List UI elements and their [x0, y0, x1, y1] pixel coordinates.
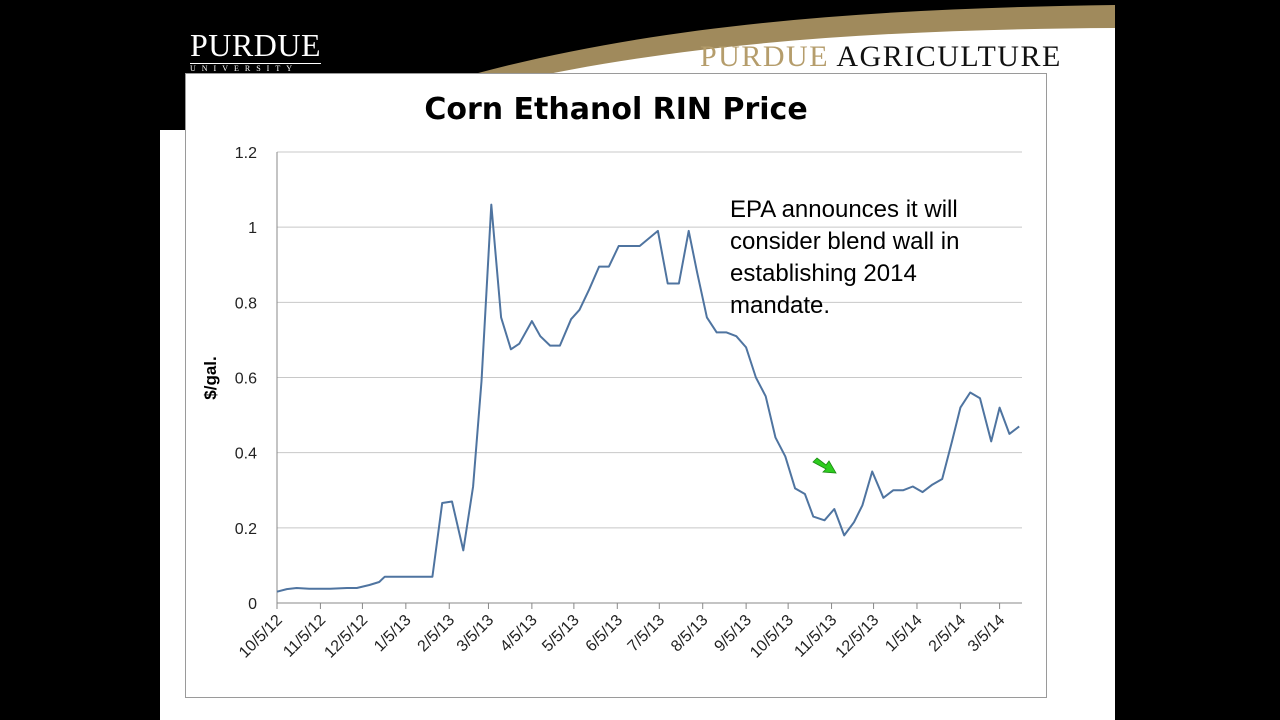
annotation-line-3: establishing 2014 [730, 260, 917, 287]
grid-lines [276, 151, 1022, 608]
x-tick-label: 12/5/12 [321, 612, 371, 662]
annotation-line-4: mandate. [730, 292, 830, 319]
purdue-agriculture-brand: PURDUE AGRICULTURE [700, 40, 1062, 74]
purdue-university-logo: PURDUE UNIVERSITY [190, 27, 322, 74]
x-tick-label: 11/5/13 [791, 612, 840, 661]
x-tick-label: 2/5/14 [926, 612, 970, 656]
y-axis-label: $/gal. [201, 356, 220, 399]
y-tick-label: 0 [248, 596, 257, 613]
x-tick-label: 8/5/13 [668, 612, 712, 656]
x-tick-label: 2/5/13 [415, 612, 459, 656]
y-tick-label: 0.6 [235, 371, 257, 388]
x-tick-label: 1/5/13 [371, 612, 415, 656]
chart-title: Corn Ethanol RIN Price [424, 92, 807, 127]
x-tick-label: 3/5/14 [965, 612, 1009, 656]
x-tick-label: 10/5/12 [236, 612, 286, 662]
y-tick-label: 1.2 [235, 145, 257, 162]
x-tick-label: 10/5/13 [747, 612, 797, 662]
annotation-line-1: EPA announces it will [730, 196, 958, 223]
y-tick-label: 0.4 [235, 446, 257, 463]
brand-gold-text: PURDUE [700, 40, 830, 73]
series-group [276, 203, 1020, 593]
annotation-line-2: consider blend wall in [730, 228, 959, 255]
x-tick-label: 1/5/14 [882, 612, 926, 656]
x-tick-label: 12/5/13 [833, 612, 883, 662]
green-arrow-icon [812, 457, 837, 474]
x-tick-label: 6/5/13 [583, 612, 627, 656]
logo-sub-text: UNIVERSITY [190, 63, 322, 74]
y-tick-labels: 0 0.2 0.4 0.6 0.8 1 1.2 [235, 145, 257, 613]
y-tick-label: 1 [248, 220, 257, 237]
y-tick-label: 0.8 [235, 295, 257, 312]
x-tick-label: 3/5/13 [454, 612, 498, 656]
chart-frame [185, 73, 1047, 698]
logo-main-text: PURDUE [190, 27, 322, 63]
x-tick-label: 11/5/12 [280, 612, 329, 661]
x-tick-label: 4/5/13 [497, 612, 541, 656]
x-tick-label: 5/5/13 [539, 612, 583, 656]
annotation: EPA announces it will consider blend wal… [730, 196, 959, 474]
x-tick-label: 7/5/13 [625, 612, 669, 656]
brand-dark-text: AGRICULTURE [836, 40, 1062, 73]
y-tick-label: 0.2 [235, 521, 257, 538]
series-line [276, 203, 1020, 593]
